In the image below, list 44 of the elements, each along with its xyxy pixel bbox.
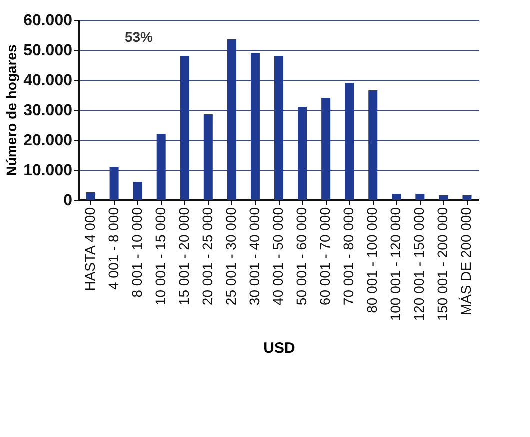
bar bbox=[180, 56, 190, 200]
y-tick-label: 20.000 bbox=[24, 132, 73, 150]
x-axis-title: USD bbox=[264, 340, 296, 358]
bar bbox=[439, 196, 448, 200]
bar bbox=[298, 107, 308, 200]
bar bbox=[227, 40, 236, 200]
y-tick-label: 30.000 bbox=[24, 102, 73, 120]
y-tick-label: 0 bbox=[64, 192, 73, 210]
x-tick-label: 120 001 - 150 000 bbox=[411, 207, 428, 322]
bar bbox=[274, 56, 284, 200]
x-tick-label: MÁS DE 200 000 bbox=[458, 207, 474, 316]
x-tick-label: HASTA 4 000 bbox=[82, 207, 98, 292]
bar bbox=[392, 194, 402, 200]
y-tick-label: 60.000 bbox=[24, 12, 73, 30]
x-tick-label: 20 001 - 25 000 bbox=[199, 207, 216, 306]
x-tick-label: 70 001 - 80 000 bbox=[340, 207, 357, 306]
x-tick-label: 50 001 - 60 000 bbox=[294, 207, 310, 306]
bar bbox=[110, 167, 119, 200]
y-axis-title: Número de hogares bbox=[4, 44, 20, 176]
bar bbox=[250, 53, 260, 200]
bar bbox=[322, 98, 331, 200]
bar bbox=[133, 182, 142, 200]
y-tick-label: 10.000 bbox=[24, 162, 73, 180]
y-tick-label: 50.000 bbox=[24, 42, 73, 60]
x-tick-label: 60 001 - 70 000 bbox=[317, 207, 334, 306]
x-tick-label: 8 001 - 10 000 bbox=[128, 207, 145, 298]
bar bbox=[86, 192, 96, 200]
x-tick-label: 15 001 - 20 000 bbox=[176, 207, 192, 306]
y-tick-label: 40.000 bbox=[24, 72, 73, 90]
x-tick-label: 150 001 - 200 000 bbox=[434, 207, 451, 322]
x-tick-label: 80 001 - 100 000 bbox=[364, 207, 380, 314]
x-tick-label: 25 001 - 30 000 bbox=[222, 207, 239, 306]
bar bbox=[462, 196, 472, 200]
bar bbox=[368, 90, 378, 200]
bar bbox=[204, 114, 213, 200]
x-tick-label: 100 001 - 120 000 bbox=[388, 207, 404, 322]
annotation: 53% bbox=[124, 29, 154, 45]
x-tick-label: 30 001 - 40 000 bbox=[246, 207, 262, 306]
bar bbox=[156, 134, 166, 200]
x-tick-label: 10 001 - 15 000 bbox=[152, 207, 168, 306]
x-tick-label: 40 001 - 50 000 bbox=[270, 207, 286, 306]
bar bbox=[345, 83, 354, 200]
x-tick-label: 4 001 - 8 000 bbox=[105, 207, 122, 290]
bar bbox=[416, 194, 425, 200]
